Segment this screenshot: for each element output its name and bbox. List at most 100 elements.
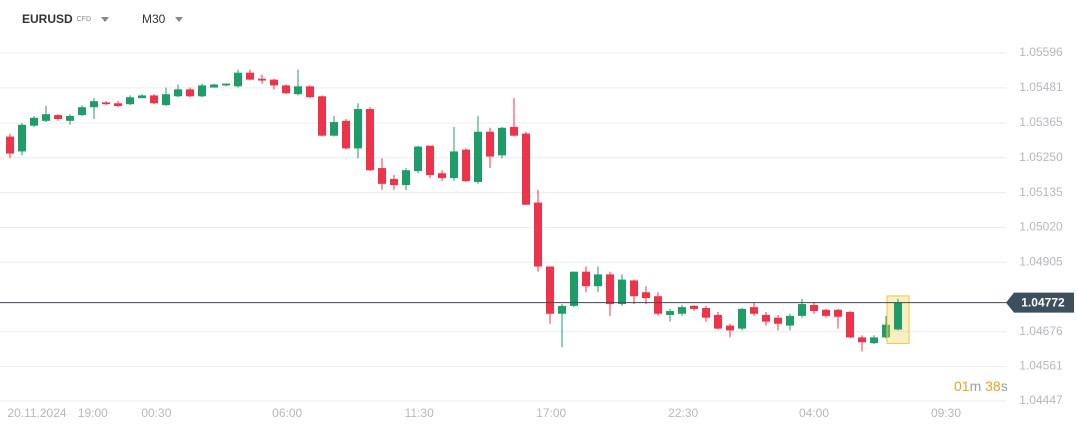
candle-body [330,122,338,136]
candle-body [822,309,830,316]
candle-body [498,127,506,156]
candle-body [198,85,206,97]
candle-body [210,84,218,88]
candle-body [570,271,578,306]
candle-body [450,151,458,179]
candle-body [378,168,386,184]
candle-body [486,131,494,157]
x-tick-label: 04:00 [799,406,829,420]
candle-body [666,311,674,315]
candle-body [294,86,302,95]
candle-body [858,337,866,343]
candle-body [582,271,590,287]
last-price-tag [1006,292,1074,313]
candle-body [786,315,794,326]
candle-body [150,95,158,104]
candle-body [522,133,530,205]
x-tick-label: 19:00 [78,406,108,420]
dropdown-caret [101,16,110,22]
candle-body [702,308,710,318]
candle-body [618,279,626,305]
candle-body [750,307,758,314]
candle-body [6,136,14,154]
y-tick-label: 1.05250 [1019,150,1063,164]
last-price-label: 1.04772 [1021,296,1065,310]
candle-body [426,145,434,176]
candle-body [102,102,110,105]
candle-body [54,115,62,120]
candle-body [282,85,290,94]
candle-body [78,107,86,116]
candle-body [114,103,122,107]
candle-body [606,274,614,305]
countdown-seconds: 38 [985,378,1001,394]
candle-body [510,126,518,136]
candle-body [162,94,170,106]
candle-body [546,266,554,314]
candle-body [810,304,818,312]
candle-body [834,309,842,317]
candle-body [798,304,806,316]
y-tick-label: 1.05596 [1019,45,1063,59]
symbol-selector[interactable]: EURUSD CFD [22,12,110,26]
symbol-type: CFD [76,15,92,23]
candle-body [714,314,722,329]
candle-body [894,302,902,330]
candle-body [882,324,890,338]
candle-body [462,149,470,182]
countdown-unit: s [1000,378,1008,394]
candle-body [870,337,878,344]
candle-body [390,178,398,186]
candle-body [654,296,662,314]
candle-body [534,202,542,267]
candle-body [738,308,746,329]
y-tick-label: 1.04561 [1019,359,1063,373]
candle-body [474,131,482,183]
candle-body [354,109,362,149]
candle-body [18,124,26,152]
candle-body [186,89,194,97]
candle-body [234,72,242,87]
candle-body [318,96,326,136]
candle-body [30,117,38,126]
x-tick-label: 09:30 [931,406,961,420]
x-tick-label: 11:30 [405,406,434,420]
timeframe: M30 [142,12,166,26]
y-tick-label: 1.05365 [1019,115,1063,129]
candle-body [762,314,770,322]
countdown: 01m 38s [954,378,1008,394]
candle-body [222,83,230,86]
candle-body [246,72,254,80]
candle-body [342,120,350,149]
candle-body [258,78,266,81]
countdown-minutes: 01 [954,378,970,394]
candle-body [126,97,134,105]
candle-body [414,146,422,172]
candle-body [402,170,410,186]
y-tick-label: 1.04447 [1019,393,1063,407]
y-tick-label: 1.04676 [1019,324,1063,338]
dropdown-caret [175,16,184,22]
candle-body [174,89,182,97]
x-tick-label: 17:00 [536,406,566,420]
candle-body [846,311,854,338]
candle-body [90,101,98,108]
candle-body [270,79,278,86]
symbol: EURUSD [22,12,73,26]
candle-body [678,307,686,314]
candle-body [774,317,782,324]
countdown-unit: m [969,378,982,394]
candle-body [66,115,74,121]
candle-body [558,305,566,314]
candle-body [726,325,734,331]
y-tick-label: 1.04905 [1019,254,1063,268]
candle-body [438,173,446,179]
candle-body [594,274,602,287]
timeframe-selector[interactable]: M30 [142,12,184,26]
x-tick-label: 20.11.2024 [7,406,66,420]
candle-body [690,305,698,309]
x-tick-label: 00:30 [141,406,171,420]
candle-body [642,292,650,299]
